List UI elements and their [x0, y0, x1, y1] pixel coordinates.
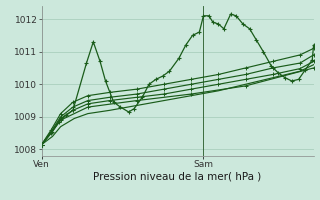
X-axis label: Pression niveau de la mer( hPa ): Pression niveau de la mer( hPa )	[93, 172, 262, 182]
